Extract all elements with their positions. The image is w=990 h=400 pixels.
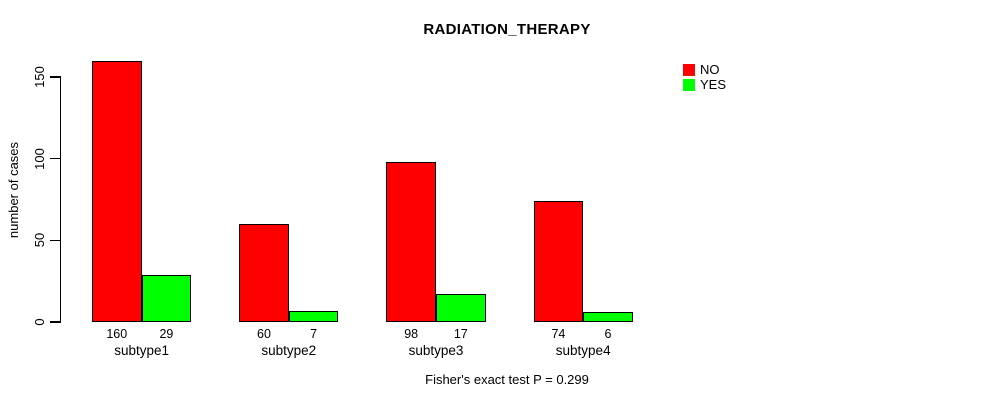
- legend-item-no: NO: [683, 62, 726, 77]
- bar-value-yes-subtype1: 29: [159, 327, 174, 341]
- x-category-label-subtype1: subtype1: [114, 343, 169, 358]
- bar-value-yes-subtype4: 6: [604, 327, 612, 341]
- y-tick-0: [50, 321, 61, 323]
- bar-value-no-subtype4: 74: [551, 327, 566, 341]
- bar-value-no-subtype2: 60: [257, 327, 271, 341]
- bar-value-yes-subtype3: 17: [453, 327, 468, 341]
- chart-title: RADIATION_THERAPY: [423, 21, 591, 38]
- bar-no-subtype4: [533, 201, 584, 322]
- y-tick-label-150: 150: [32, 66, 47, 88]
- x-category-label-subtype4: subtype4: [555, 343, 611, 358]
- bar-value-no-subtype3: 98: [404, 327, 419, 341]
- bar-value-yes-subtype2: 7: [310, 327, 318, 341]
- bar-value-no-subtype1: 160: [106, 327, 128, 341]
- fisher-test-annotation: Fisher's exact test P = 0.299: [425, 372, 589, 387]
- bar-yes-subtype2: [288, 310, 339, 322]
- y-tick-label-100: 100: [32, 147, 47, 170]
- bar-no-subtype2: [239, 224, 289, 322]
- legend: NO YES: [683, 62, 726, 92]
- y-tick-label-50: 50: [32, 233, 47, 248]
- y-tick-label-0: 0: [32, 318, 47, 326]
- x-category-label-subtype3: subtype3: [408, 343, 464, 358]
- bar-no-subtype3: [386, 161, 436, 322]
- legend-swatch-no: [683, 63, 695, 76]
- legend-swatch-yes: [683, 78, 695, 91]
- bar-yes-subtype1: [141, 274, 192, 322]
- legend-item-yes: YES: [683, 77, 726, 92]
- y-axis-line: [59, 77, 61, 322]
- bar-yes-subtype4: [583, 312, 633, 322]
- x-category-label-subtype2: subtype2: [261, 343, 317, 358]
- legend-label-yes: YES: [700, 77, 727, 92]
- bar-yes-subtype3: [436, 294, 486, 322]
- y-axis-title: number of cases: [6, 141, 21, 239]
- y-tick-100: [50, 157, 61, 160]
- legend-label-no: NO: [700, 62, 720, 77]
- bar-no-subtype1: [92, 60, 142, 322]
- y-tick-50: [50, 239, 61, 242]
- y-tick-150: [50, 76, 61, 78]
